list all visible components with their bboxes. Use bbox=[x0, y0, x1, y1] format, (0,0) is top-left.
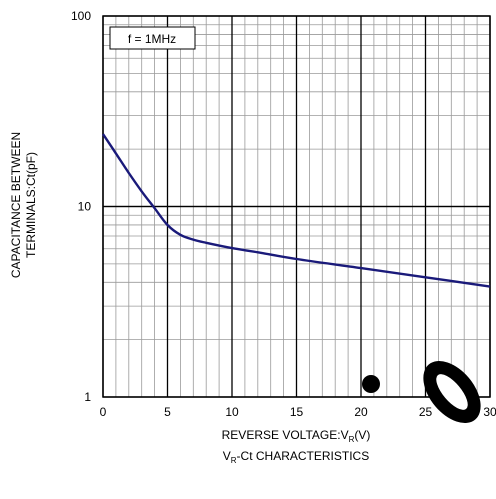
x-tick-label: 0 bbox=[100, 405, 107, 419]
annotation-text: f = 1MHz bbox=[128, 32, 176, 46]
x-tick-label: 25 bbox=[419, 405, 433, 419]
x-axis-label: REVERSE VOLTAGE:VR(V) bbox=[222, 428, 371, 444]
frequency-annotation: f = 1MHz bbox=[109, 26, 196, 50]
x-tick-label: 15 bbox=[290, 405, 304, 419]
chart-title: VR-Ct CHARACTERISTICS bbox=[223, 449, 369, 465]
y-tick-labels: 1 10 100 bbox=[71, 9, 91, 404]
watermark-logo bbox=[362, 361, 481, 423]
x-tick-label: 20 bbox=[354, 405, 368, 419]
y-axis-label-line1: CAPACITANCE BETWEEN bbox=[9, 132, 23, 278]
y-axis-label: CAPACITANCE BETWEEN TERMINALS:Ct(pF) bbox=[9, 132, 38, 278]
x-tick-label: 5 bbox=[164, 405, 171, 419]
series-layer bbox=[102, 133, 491, 288]
y-tick-label: 10 bbox=[78, 200, 92, 214]
x-tick-label: 30 bbox=[483, 405, 496, 419]
y-tick-label: 100 bbox=[71, 9, 91, 23]
plot-frame bbox=[102, 15, 491, 398]
series-line-0 bbox=[102, 133, 491, 288]
y-axis-label-line2: TERMINALS:Ct(pF) bbox=[24, 152, 38, 258]
x-tick-label: 10 bbox=[225, 405, 239, 419]
y-tick-label: 1 bbox=[84, 390, 91, 404]
x-tick-labels: 0 5 10 15 20 25 30 bbox=[100, 405, 496, 419]
